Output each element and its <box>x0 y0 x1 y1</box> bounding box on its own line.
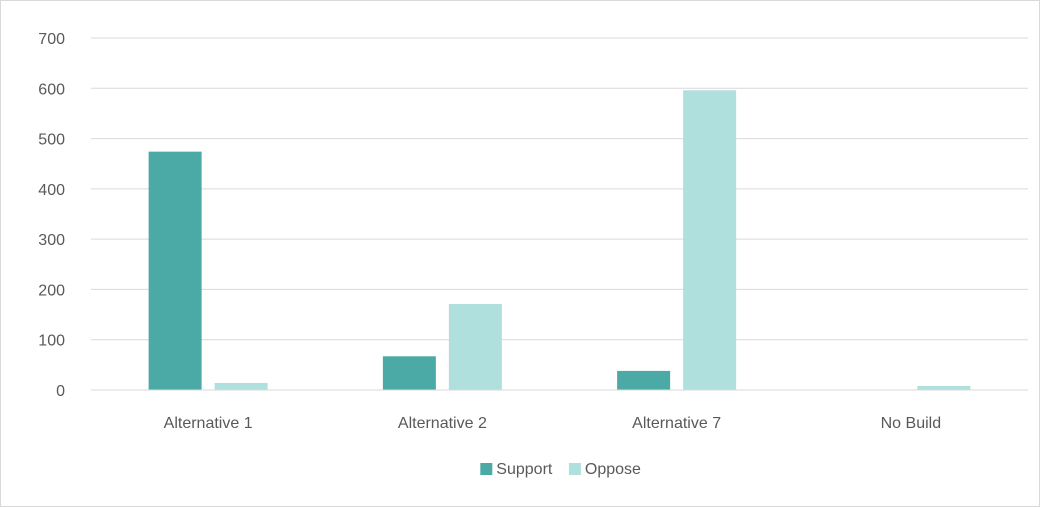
bar-support-alternative-7 <box>617 370 671 390</box>
bar-support-alternative-2 <box>382 356 436 390</box>
x-category-label: Alternative 7 <box>632 415 721 432</box>
gridlines <box>91 37 1028 341</box>
y-tick-label: 100 <box>38 333 65 350</box>
bar-oppose-alternative-2 <box>448 304 502 390</box>
x-category-label: No Build <box>881 415 941 432</box>
y-tick-label: 200 <box>38 282 65 299</box>
x-axis-category-labels: Alternative 1 Alternative 2 Alternative 7 N… <box>164 415 941 432</box>
legend: Support Oppose <box>480 461 641 478</box>
legend-swatch-oppose <box>568 463 581 475</box>
y-tick-label: 500 <box>38 132 65 149</box>
bar-oppose-alternative-7 <box>683 90 737 390</box>
y-tick-label: 0 <box>56 383 65 400</box>
bar-support-alternative-1 <box>148 151 202 390</box>
y-tick-label: 300 <box>38 232 65 249</box>
legend-swatch-support <box>480 463 493 475</box>
bar-oppose-alternative-1 <box>214 382 268 390</box>
x-category-label: Alternative 2 <box>398 415 487 432</box>
x-category-label: Alternative 1 <box>164 415 253 432</box>
bars <box>148 90 971 390</box>
legend-label-support: Support <box>496 461 553 478</box>
legend-label-oppose: Oppose <box>585 461 641 478</box>
y-axis-tick-labels: 0 100 200 300 400 500 600 700 <box>38 31 65 400</box>
y-tick-label: 400 <box>38 182 65 199</box>
y-tick-label: 600 <box>38 81 65 98</box>
bar-oppose-no-build <box>917 385 971 390</box>
y-tick-label: 700 <box>38 31 65 48</box>
